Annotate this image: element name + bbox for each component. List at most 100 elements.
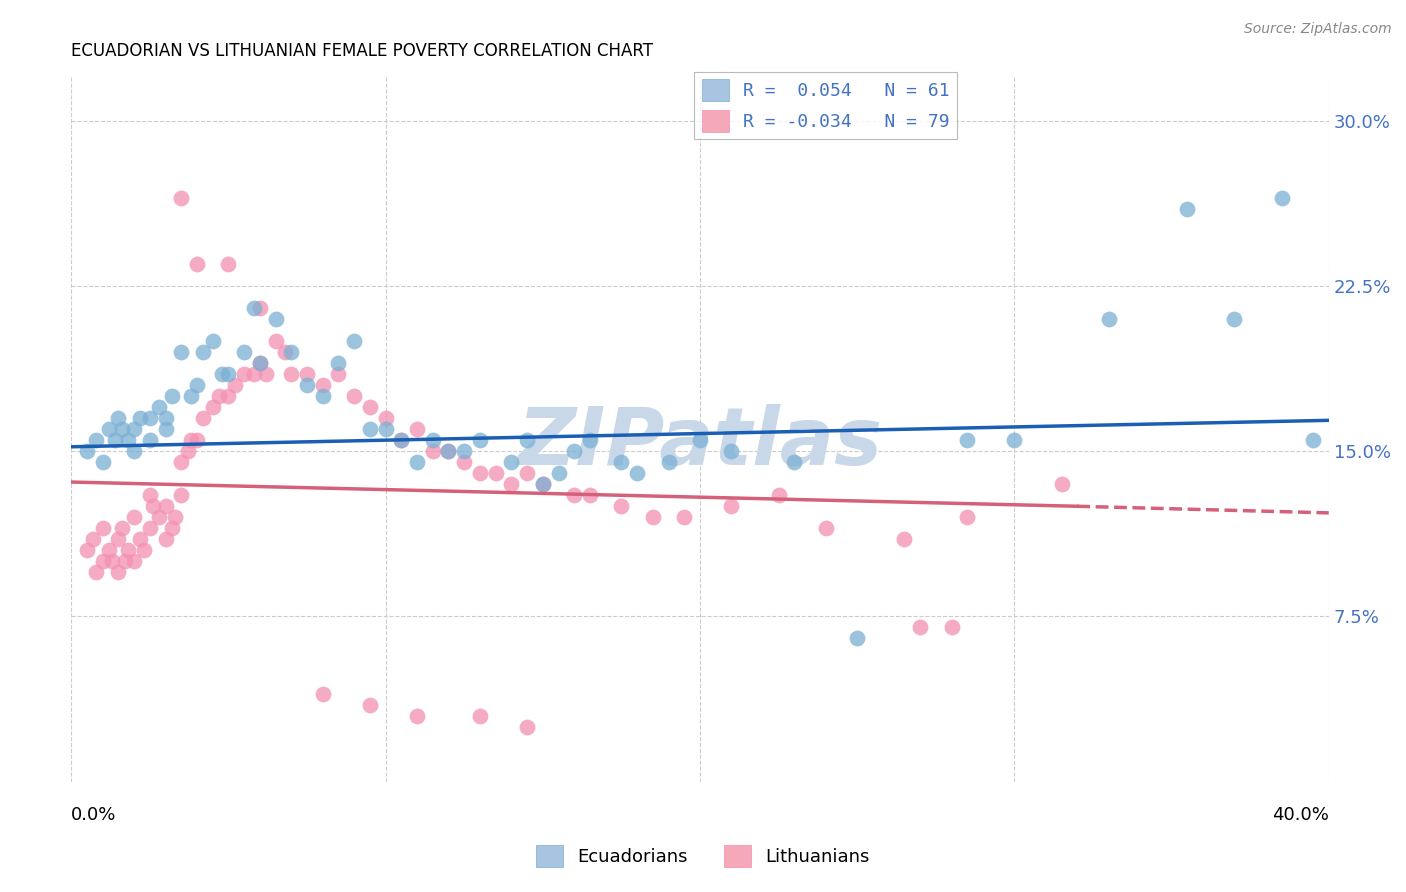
- Point: [170, 455, 193, 469]
- Legend: R =  0.054   N = 61, R = -0.034   N = 79: R = 0.054 N = 61, R = -0.034 N = 79: [695, 71, 957, 139]
- Point: [155, 500, 177, 514]
- Point: [170, 345, 193, 359]
- Point: [98, 543, 121, 558]
- Point: [422, 433, 444, 447]
- Point: [76, 444, 98, 458]
- Point: [217, 389, 239, 403]
- Text: ZIPatlas: ZIPatlas: [517, 404, 883, 483]
- Point: [956, 510, 979, 524]
- Point: [1175, 202, 1198, 216]
- Point: [139, 433, 162, 447]
- Point: [122, 444, 145, 458]
- Point: [343, 334, 366, 348]
- Point: [389, 433, 412, 447]
- Point: [1002, 433, 1025, 447]
- Point: [1271, 191, 1294, 205]
- Point: [139, 411, 162, 425]
- Point: [117, 433, 139, 447]
- Point: [908, 620, 931, 634]
- Point: [389, 433, 412, 447]
- Point: [170, 191, 193, 205]
- Point: [468, 467, 491, 481]
- Point: [132, 543, 155, 558]
- Point: [406, 455, 429, 469]
- Point: [468, 433, 491, 447]
- Point: [941, 620, 963, 634]
- Text: 40.0%: 40.0%: [1272, 806, 1329, 824]
- Point: [359, 698, 381, 712]
- Point: [91, 455, 114, 469]
- Point: [122, 510, 145, 524]
- Point: [122, 554, 145, 568]
- Point: [720, 444, 742, 458]
- Point: [129, 411, 152, 425]
- Point: [155, 533, 177, 547]
- Point: [312, 378, 335, 392]
- Point: [170, 488, 193, 502]
- Point: [579, 433, 602, 447]
- Point: [148, 510, 170, 524]
- Point: [295, 378, 318, 392]
- Point: [201, 400, 224, 414]
- Point: [91, 521, 114, 535]
- Point: [155, 422, 177, 436]
- Point: [233, 345, 256, 359]
- Point: [783, 455, 806, 469]
- Point: [107, 533, 129, 547]
- Point: [107, 411, 129, 425]
- Point: [610, 500, 633, 514]
- Point: [186, 378, 208, 392]
- Point: [1050, 477, 1073, 491]
- Point: [91, 554, 114, 568]
- Point: [485, 467, 508, 481]
- Point: [846, 632, 869, 646]
- Point: [86, 566, 108, 580]
- Point: [148, 400, 170, 414]
- Point: [254, 367, 277, 381]
- Point: [673, 510, 696, 524]
- Point: [814, 521, 837, 535]
- Point: [610, 455, 633, 469]
- Point: [437, 444, 460, 458]
- Point: [359, 422, 381, 436]
- Point: [110, 422, 132, 436]
- Point: [406, 708, 429, 723]
- Point: [98, 422, 121, 436]
- Point: [359, 400, 381, 414]
- Point: [86, 433, 108, 447]
- Point: [139, 521, 162, 535]
- Point: [249, 356, 271, 370]
- Point: [186, 433, 208, 447]
- Point: [562, 488, 585, 502]
- Point: [193, 345, 215, 359]
- Point: [531, 477, 554, 491]
- Point: [160, 521, 183, 535]
- Point: [312, 389, 335, 403]
- Point: [374, 411, 396, 425]
- Point: [264, 312, 287, 326]
- Point: [117, 543, 139, 558]
- Point: [343, 389, 366, 403]
- Text: ECUADORIAN VS LITHUANIAN FEMALE POVERTY CORRELATION CHART: ECUADORIAN VS LITHUANIAN FEMALE POVERTY …: [72, 42, 654, 60]
- Point: [501, 477, 523, 491]
- Point: [328, 356, 350, 370]
- Point: [406, 422, 429, 436]
- Point: [122, 422, 145, 436]
- Point: [328, 367, 350, 381]
- Point: [139, 488, 162, 502]
- Legend: Ecuadorians, Lithuanians: Ecuadorians, Lithuanians: [529, 838, 877, 874]
- Point: [249, 301, 271, 315]
- Point: [956, 433, 979, 447]
- Point: [720, 500, 742, 514]
- Point: [224, 378, 246, 392]
- Point: [295, 367, 318, 381]
- Point: [768, 488, 790, 502]
- Point: [208, 389, 231, 403]
- Point: [264, 334, 287, 348]
- Point: [501, 455, 523, 469]
- Point: [422, 444, 444, 458]
- Point: [547, 467, 569, 481]
- Point: [101, 554, 124, 568]
- Point: [211, 367, 233, 381]
- Point: [1223, 312, 1246, 326]
